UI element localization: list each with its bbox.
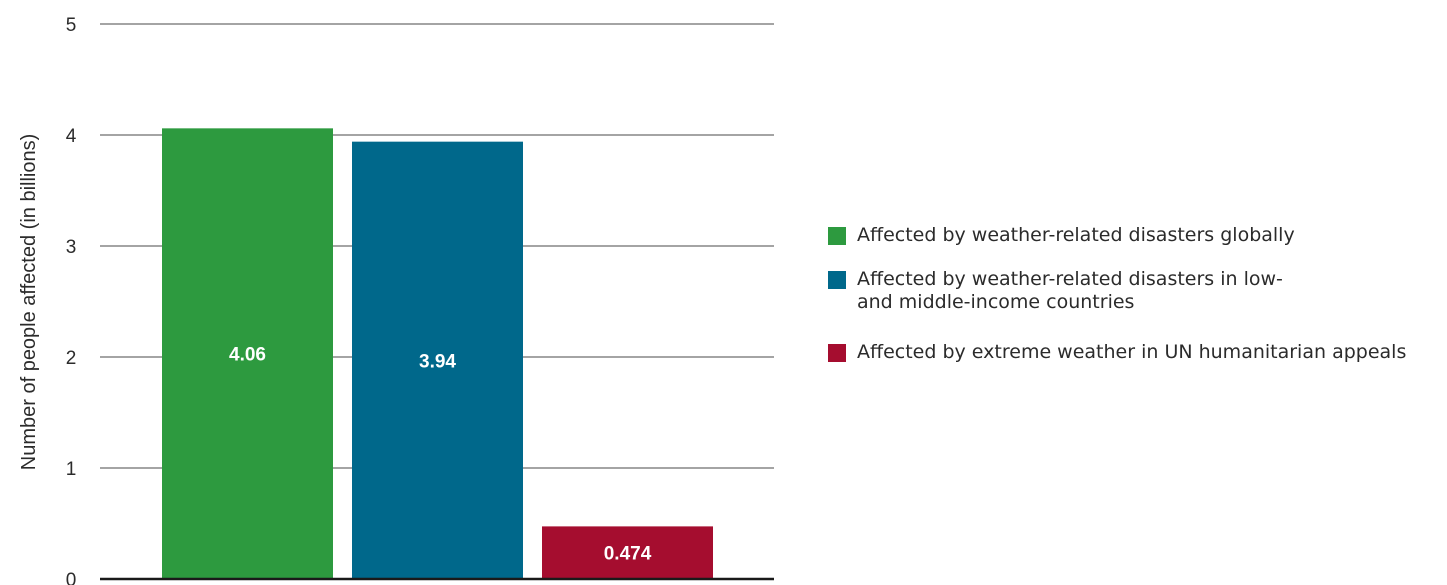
y-tick-label-2: 2 bbox=[66, 348, 77, 369]
y-tick-labels: 0 1 2 3 4 5 bbox=[66, 15, 77, 585]
legend: Affected by weather-related disasters gl… bbox=[828, 224, 1443, 385]
bar-0 bbox=[162, 128, 333, 579]
bar-value-label-2: 0.474 bbox=[604, 544, 652, 565]
legend-swatch-lmic bbox=[828, 271, 846, 289]
bar-value-label-1: 3.94 bbox=[419, 351, 456, 372]
legend-item-global: Affected by weather-related disasters gl… bbox=[828, 224, 1443, 247]
y-axis-label: Number of people affected (in billions) bbox=[18, 134, 40, 470]
y-tick-label-4: 4 bbox=[66, 126, 77, 147]
legend-item-un-appeals: Affected by extreme weather in UN humani… bbox=[828, 341, 1443, 364]
bar-1 bbox=[352, 141, 523, 579]
y-tick-label-5: 5 bbox=[66, 15, 77, 36]
bar-2 bbox=[542, 526, 713, 579]
legend-label-lmic: Affected by weather-related disasters in… bbox=[857, 268, 1283, 313]
bar-value-label-0: 4.06 bbox=[229, 345, 266, 366]
bar-chart: 0 1 2 3 4 5 Number of people affected (in bil… bbox=[18, 15, 774, 585]
y-tick-label-1: 1 bbox=[66, 459, 77, 480]
legend-item-lmic: Affected by weather-related disasters in… bbox=[828, 268, 1443, 314]
legend-label-global: Affected by weather-related disasters gl… bbox=[857, 224, 1295, 246]
bars: 4.06 3.94 0.474 bbox=[162, 128, 713, 579]
legend-swatch-global bbox=[828, 227, 846, 245]
legend-label-un-appeals: Affected by extreme weather in UN humani… bbox=[857, 341, 1407, 363]
legend-swatch-un-appeals bbox=[828, 344, 846, 362]
y-tick-label-3: 3 bbox=[66, 237, 77, 258]
y-tick-label-0: 0 bbox=[66, 570, 77, 585]
